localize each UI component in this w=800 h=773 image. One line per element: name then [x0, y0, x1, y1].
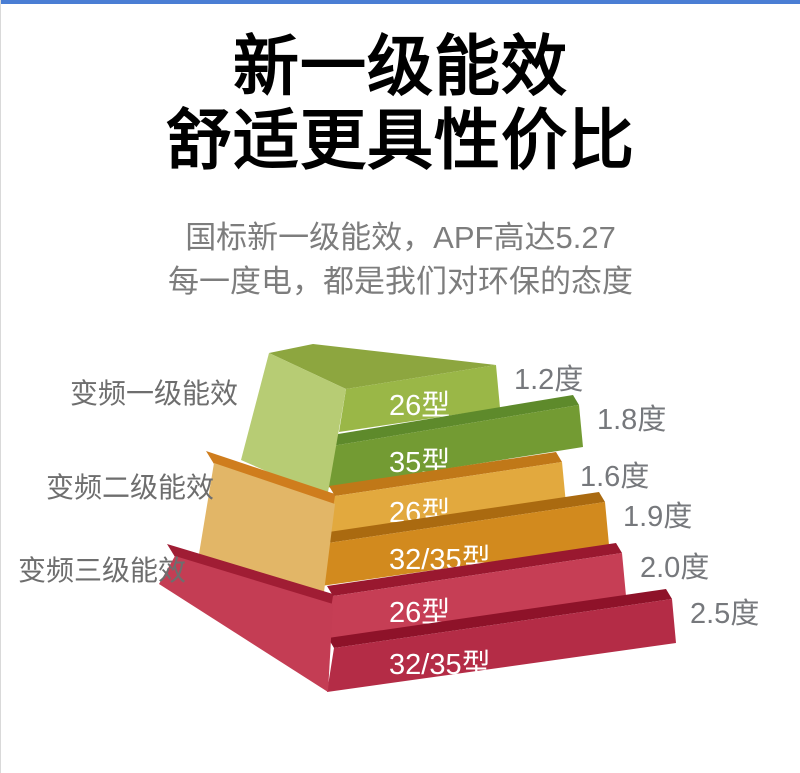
level-1-top-band [269, 344, 496, 389]
bar-model-label: 26型 [389, 389, 450, 422]
subtitle-line1: 国标新一级能效，APF高达5.27 [185, 220, 616, 255]
bar-value-label: 1.6度 [580, 460, 649, 493]
level-2-top-band [206, 451, 335, 506]
bar-front-face [339, 365, 500, 432]
level-3-slope-face [159, 556, 333, 692]
group-label: 变频一级能效 [70, 378, 238, 409]
level-1-slope-face [241, 353, 346, 498]
subtitle-line2: 每一度电，都是我们对环保的态度 [168, 264, 633, 299]
bar-top-face [322, 492, 605, 543]
bar-front-face [321, 502, 609, 586]
top-accent-bar [1, 0, 800, 4]
bar-top-face [328, 589, 672, 648]
level-3-top-band [167, 544, 333, 606]
bar-value-label: 2.0度 [640, 551, 709, 584]
bar-value-label: 2.5度 [690, 597, 759, 630]
bar-model-label: 32/35型 [389, 648, 491, 681]
group-label: 变频三级能效 [18, 555, 186, 586]
page-title-line2: 舒适更具性价比 [166, 103, 635, 177]
bar-top-face [327, 543, 622, 596]
bar-top-face [326, 395, 579, 446]
bar-value-label: 1.2度 [514, 363, 583, 396]
bar-front-face [325, 405, 583, 488]
bar-value-label: 1.9度 [623, 500, 692, 533]
bar-value-label: 1.8度 [597, 403, 666, 436]
bar-front-face [327, 599, 676, 692]
group-label: 变频二级能效 [46, 472, 214, 503]
bar-top-face [329, 452, 562, 496]
page-title-line1: 新一级能效 [233, 29, 568, 103]
bar-front-face [326, 553, 626, 639]
bar-front-face [328, 462, 566, 538]
